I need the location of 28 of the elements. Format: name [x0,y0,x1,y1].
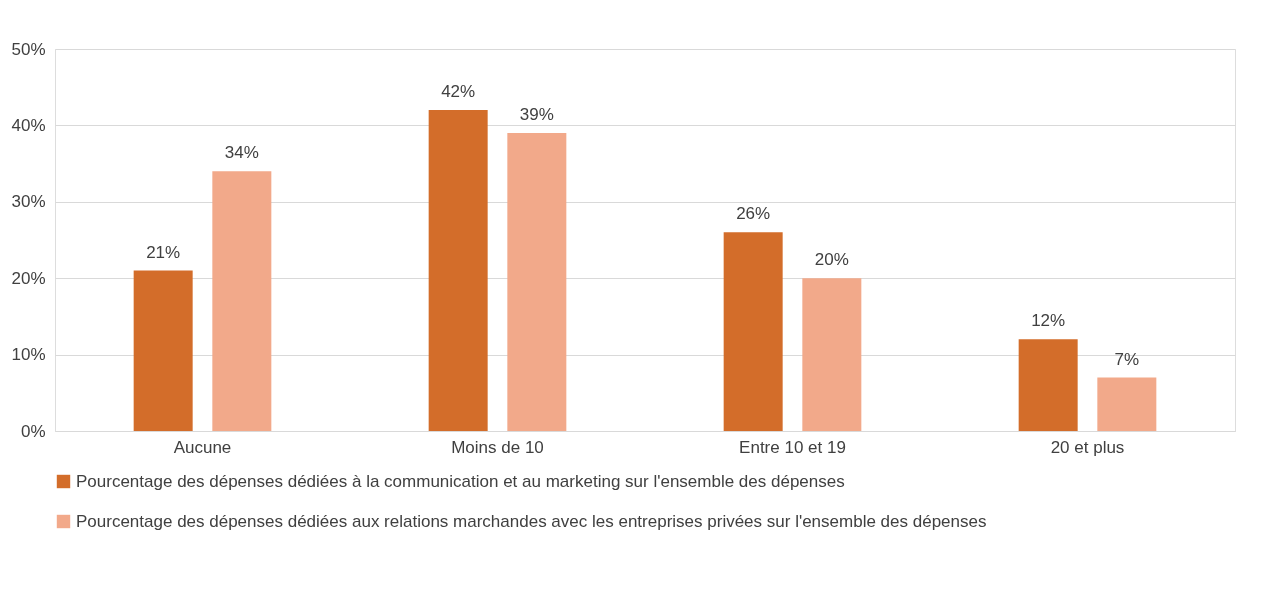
text: 21% [146,242,181,262]
bar [133,270,193,431]
y-tick-label: 50% [11,39,46,59]
y-tick-label: 0% [20,421,46,441]
y-tick-label: 10% [11,345,46,365]
text: 34% [224,143,259,163]
legend-label: Pourcentage des dépenses dédiées aux relations marchandes avec les entreprises privées sur l'ensemble des dépenses [76,511,987,531]
bar [723,232,783,431]
text: 26% [736,204,771,224]
bar [428,110,488,431]
x-tick-label: 20 et plus [1050,437,1125,457]
bar [507,133,567,431]
text: 42% [441,82,476,102]
text: 12% [1031,311,1066,331]
bar [802,278,862,431]
legend-label: Pourcentage des dépenses dédiées à la communication et au marketing sur l'ensemble des dépenses [76,471,845,491]
bar [212,171,272,431]
x-tick-label: Entre 10 et 19 [739,437,846,457]
y-tick-label: 40% [11,115,46,135]
text: 7% [1114,349,1140,369]
x-tick-label: Aucune [173,437,232,457]
y-tick-label: 20% [11,268,46,288]
x-tick-label: Moins de 10 [451,437,544,457]
bar [1018,339,1078,431]
text: 39% [519,105,554,125]
text: 20% [814,250,849,270]
y-tick-label: 30% [11,192,46,212]
bar [1097,377,1157,431]
